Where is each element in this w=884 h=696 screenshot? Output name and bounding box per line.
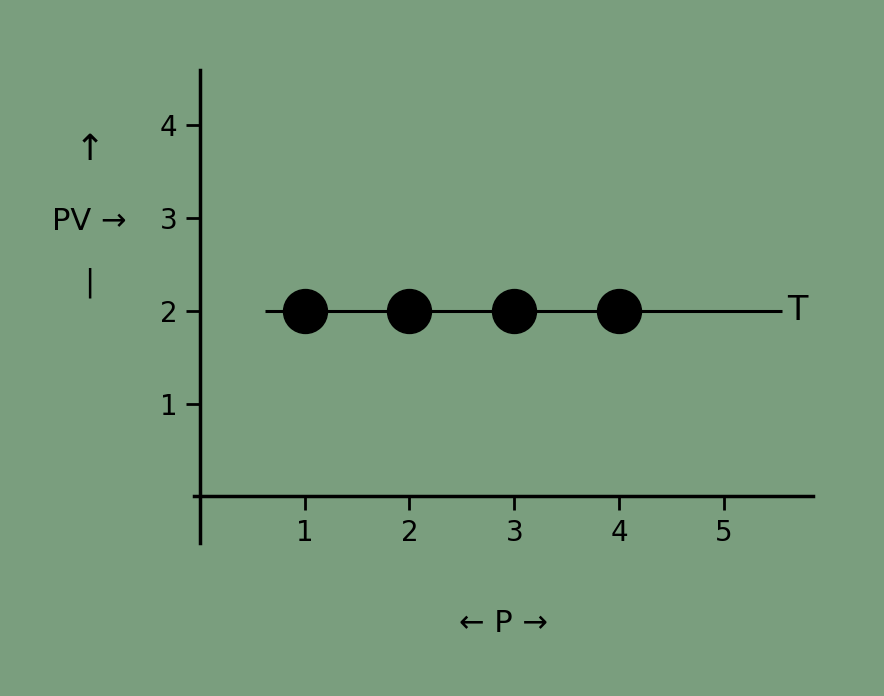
Point	[613, 306, 627, 317]
Text: ← P →: ← P →	[460, 609, 548, 638]
Text: PV →: PV →	[52, 207, 126, 235]
Text: T: T	[787, 294, 807, 327]
Point	[298, 306, 312, 317]
Point	[507, 306, 522, 317]
Point	[402, 306, 416, 317]
Text: |: |	[84, 267, 95, 298]
Text: ↑: ↑	[74, 133, 104, 167]
